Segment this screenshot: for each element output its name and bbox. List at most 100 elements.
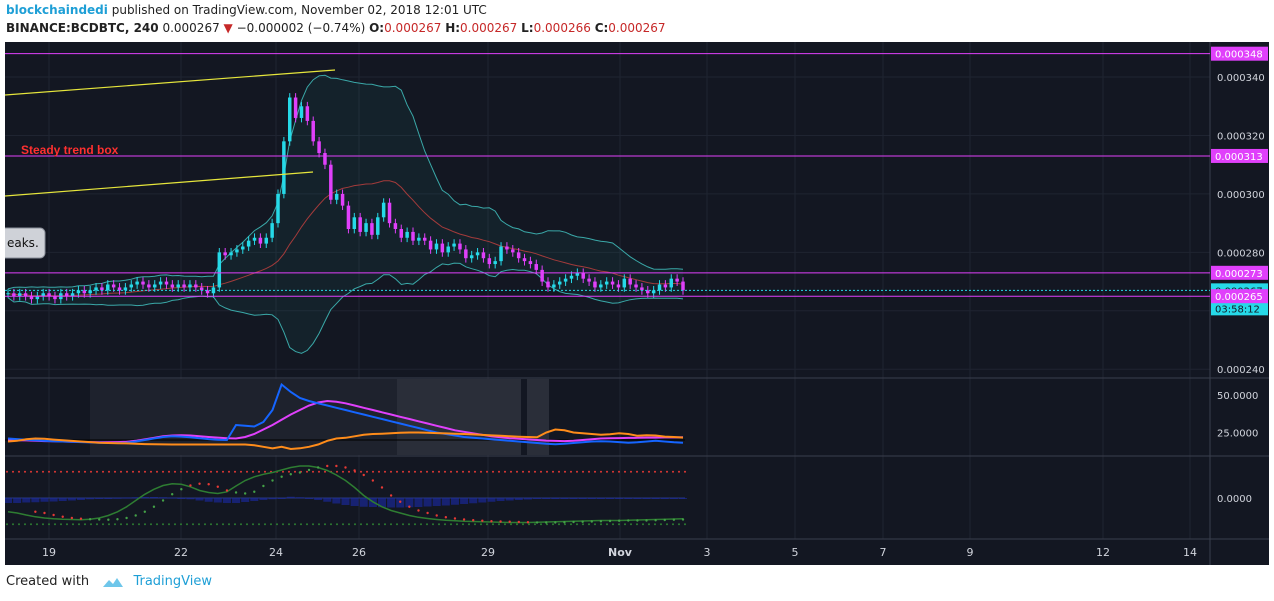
osc-level-dot <box>240 523 242 526</box>
candle-body <box>47 293 51 297</box>
osc-level-dot <box>312 523 314 526</box>
bollinger-upper <box>7 74 684 290</box>
osc-signal-dot <box>417 509 420 512</box>
osc-level-dot <box>606 470 608 473</box>
osc-bar <box>523 498 532 500</box>
osc-level-dot <box>18 470 20 473</box>
osc-bar <box>460 498 469 504</box>
trendline-upper[interactable] <box>5 69 336 96</box>
osc-level-dot <box>132 523 134 526</box>
candle-body <box>35 296 40 300</box>
price-tag-text: 0.000348 <box>1215 50 1263 61</box>
osc-level-dot <box>114 470 116 473</box>
osc-level-dot <box>396 470 398 473</box>
osc-bar <box>222 498 231 503</box>
note-bubble-box <box>5 227 46 259</box>
trendline-lower[interactable] <box>5 171 314 197</box>
osc-bar <box>450 498 459 505</box>
osc-level-dot <box>336 523 338 526</box>
osc-level-dot <box>498 523 500 526</box>
osc-level-dot <box>516 523 518 526</box>
candles <box>6 93 685 304</box>
candle-body <box>446 246 450 253</box>
candle-body <box>675 278 679 282</box>
osc-signal-dot <box>654 519 657 522</box>
osc-level-dot <box>60 470 62 473</box>
osc-level-dot <box>438 470 440 473</box>
osc-level-dot <box>156 523 158 526</box>
author-link[interactable]: blockchaindedi <box>6 3 108 17</box>
osc-tick: 0.0000 <box>1217 494 1252 505</box>
osc-signal-dot <box>98 518 101 521</box>
osc-signal-dot <box>681 518 685 521</box>
oscillator-1-panel: 50.0000 25.0000 <box>5 382 1258 451</box>
osc-level-dot <box>372 523 374 526</box>
tradingview-brand[interactable]: TradingView <box>133 574 212 589</box>
time-axis[interactable]: 19 22 24 26 29 Nov 3 5 7 9 12 14 <box>42 546 1197 559</box>
note-bubble[interactable]: eaks. <box>5 227 46 259</box>
osc-signal-dot <box>253 490 256 493</box>
osc-level-dot <box>624 523 626 526</box>
osc-bar <box>469 498 478 504</box>
osc-level-dot <box>24 523 26 526</box>
candle-body <box>229 252 233 256</box>
osc-bar <box>131 497 140 499</box>
osc-level-dot <box>324 523 326 526</box>
candle-body <box>205 290 210 294</box>
osc-bar <box>213 498 222 503</box>
osc-level-dot <box>186 470 188 473</box>
osc-signal-dot <box>581 520 584 523</box>
osc-signal-dot <box>526 521 530 524</box>
price-labels: 0.0003480.0003130.0002730.00026703:58:12… <box>1211 46 1268 316</box>
osc-level-dot <box>648 470 650 473</box>
candle-body <box>493 261 497 265</box>
candle-body <box>458 243 462 250</box>
candle-body <box>569 275 574 279</box>
candle-body <box>53 296 57 300</box>
candle-body <box>422 237 427 241</box>
osc-level-dot <box>132 470 134 473</box>
candle-body <box>194 284 198 288</box>
high-label: H: <box>445 21 461 35</box>
annotation-steady-trend-box[interactable]: Steady trend box <box>21 143 119 157</box>
osc-level-dot <box>12 523 14 526</box>
osc-level-dot <box>336 470 338 473</box>
osc-level-dot <box>246 523 248 526</box>
price-axis[interactable]: 0.0003400.0003200.0003000.0002800.000260… <box>1217 73 1265 376</box>
osc-bar <box>95 498 104 499</box>
osc-level-dot <box>540 523 542 526</box>
horizontal-levels[interactable] <box>5 53 1210 297</box>
osc-level-dot <box>600 470 602 473</box>
osc-signal-dot <box>353 469 356 472</box>
osc-level-dot <box>684 470 686 473</box>
candle-body <box>23 293 28 297</box>
osc-level-dot <box>402 470 404 473</box>
candle-body <box>358 217 362 232</box>
candle-body <box>111 284 116 288</box>
osc-bar <box>177 498 186 499</box>
candle-body <box>663 284 668 288</box>
osc-level-dot <box>354 523 356 526</box>
candle-body <box>323 153 327 165</box>
osc-level-dot <box>678 523 680 526</box>
osc-signal-dot <box>170 493 174 496</box>
osc-level-dot <box>30 523 32 526</box>
osc-signal-dot <box>672 518 676 521</box>
time-tick: 7 <box>880 546 887 559</box>
osc-level-dot <box>546 470 548 473</box>
low-value: 0.000266 <box>533 21 591 35</box>
osc-level-dot <box>420 470 422 473</box>
candle-body <box>29 296 34 300</box>
candle-body <box>411 231 415 241</box>
candle-body <box>70 293 75 297</box>
osc-level-dot <box>6 523 8 526</box>
symbol-label: BINANCE:BCDBTC, 240 <box>6 21 159 35</box>
osc-level-dot <box>72 523 74 526</box>
osc-level-dot <box>78 523 80 526</box>
price-tick: 0.000280 <box>1217 248 1265 259</box>
osc-signal-dot <box>307 468 311 472</box>
osc-signal-dot <box>34 510 37 513</box>
candle-body <box>481 252 486 259</box>
osc-signal-dot <box>234 491 238 494</box>
